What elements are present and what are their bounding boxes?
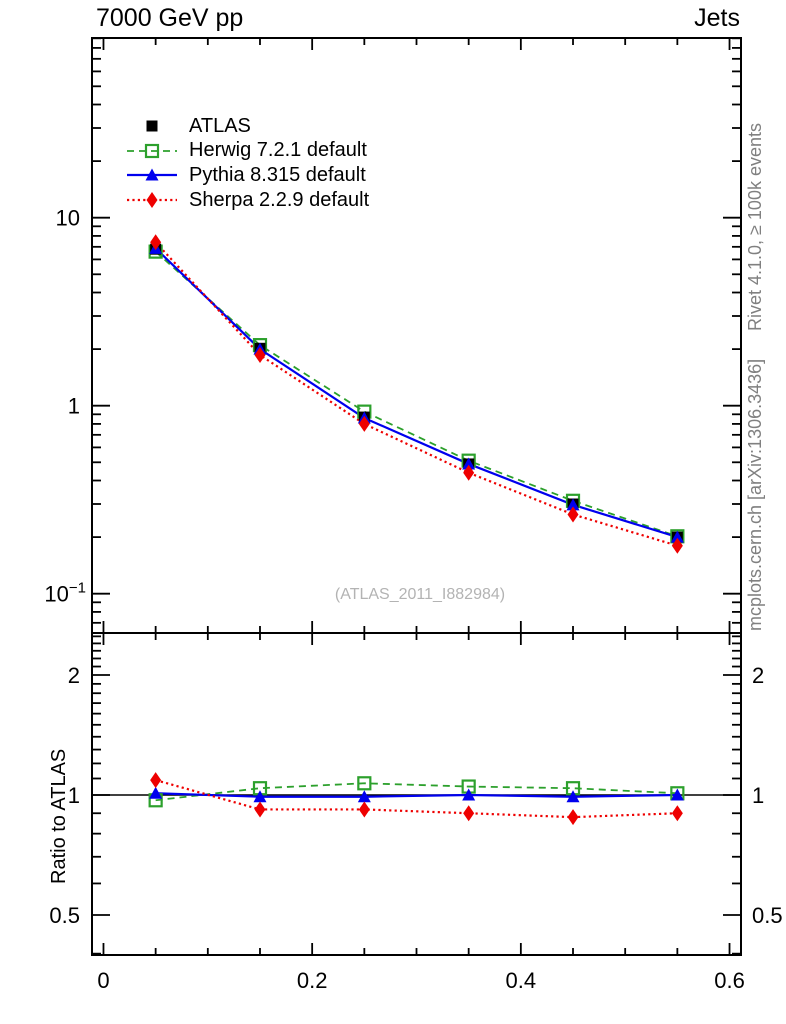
pythia-marker-icon <box>127 168 177 181</box>
analysis-id-watermark: (ATLAS_2011_I882984) <box>334 586 506 603</box>
legend-item-herwig: Herwig 7.2.1 default <box>126 139 369 164</box>
svg-text:0.2: 0.2 <box>297 968 328 993</box>
beam-energy-title: 7000 GeV pp <box>96 4 244 32</box>
process-title: Jets <box>694 4 740 32</box>
legend-label-sherpa: Sherpa 2.2.9 default <box>189 188 370 211</box>
legend-item-pythia: Pythia 8.315 default <box>126 163 369 188</box>
legend-label-atlas: ATLAS <box>189 114 251 137</box>
legend-item-sherpa: Sherpa 2.2.9 default <box>126 188 369 213</box>
axes: 0 0.2 0.4 0.6 10 1 10−1 2 2 1 1 0.5 0.5 <box>44 37 783 993</box>
svg-text:0.5: 0.5 <box>752 903 783 928</box>
svg-text:2: 2 <box>752 663 764 688</box>
svg-text:10−1: 10−1 <box>44 580 86 607</box>
svg-text:0.4: 0.4 <box>506 968 537 993</box>
svg-text:10: 10 <box>56 206 80 231</box>
ratio-axis-title: Ratio to ATLAS <box>48 748 70 884</box>
svg-text:1: 1 <box>68 394 80 419</box>
svg-text:0.6: 0.6 <box>714 968 745 993</box>
legend-item-atlas: ATLAS <box>126 114 369 139</box>
mcplots-credit-label: mcplots.cern.ch [arXiv:1306.3436] <box>745 358 765 631</box>
panel-borders <box>91 37 742 956</box>
series <box>92 234 741 826</box>
svg-text:1: 1 <box>752 783 764 808</box>
sherpa-marker-icon <box>127 192 177 209</box>
atlas-marker-icon <box>146 120 158 132</box>
svg-text:2: 2 <box>68 663 80 688</box>
herwig-marker-icon <box>127 143 177 158</box>
rivet-version-label: Rivet 4.1.0, ≥ 100k events <box>745 123 765 331</box>
svg-text:1: 1 <box>68 783 80 808</box>
legend: ATLAS Herwig 7.2.1 default Pythia 8.315 … <box>126 114 369 212</box>
svg-text:0.5: 0.5 <box>49 903 80 928</box>
svg-text:0: 0 <box>97 968 109 993</box>
legend-label-herwig: Herwig 7.2.1 default <box>189 139 367 162</box>
legend-label-pythia: Pythia 8.315 default <box>189 163 366 186</box>
